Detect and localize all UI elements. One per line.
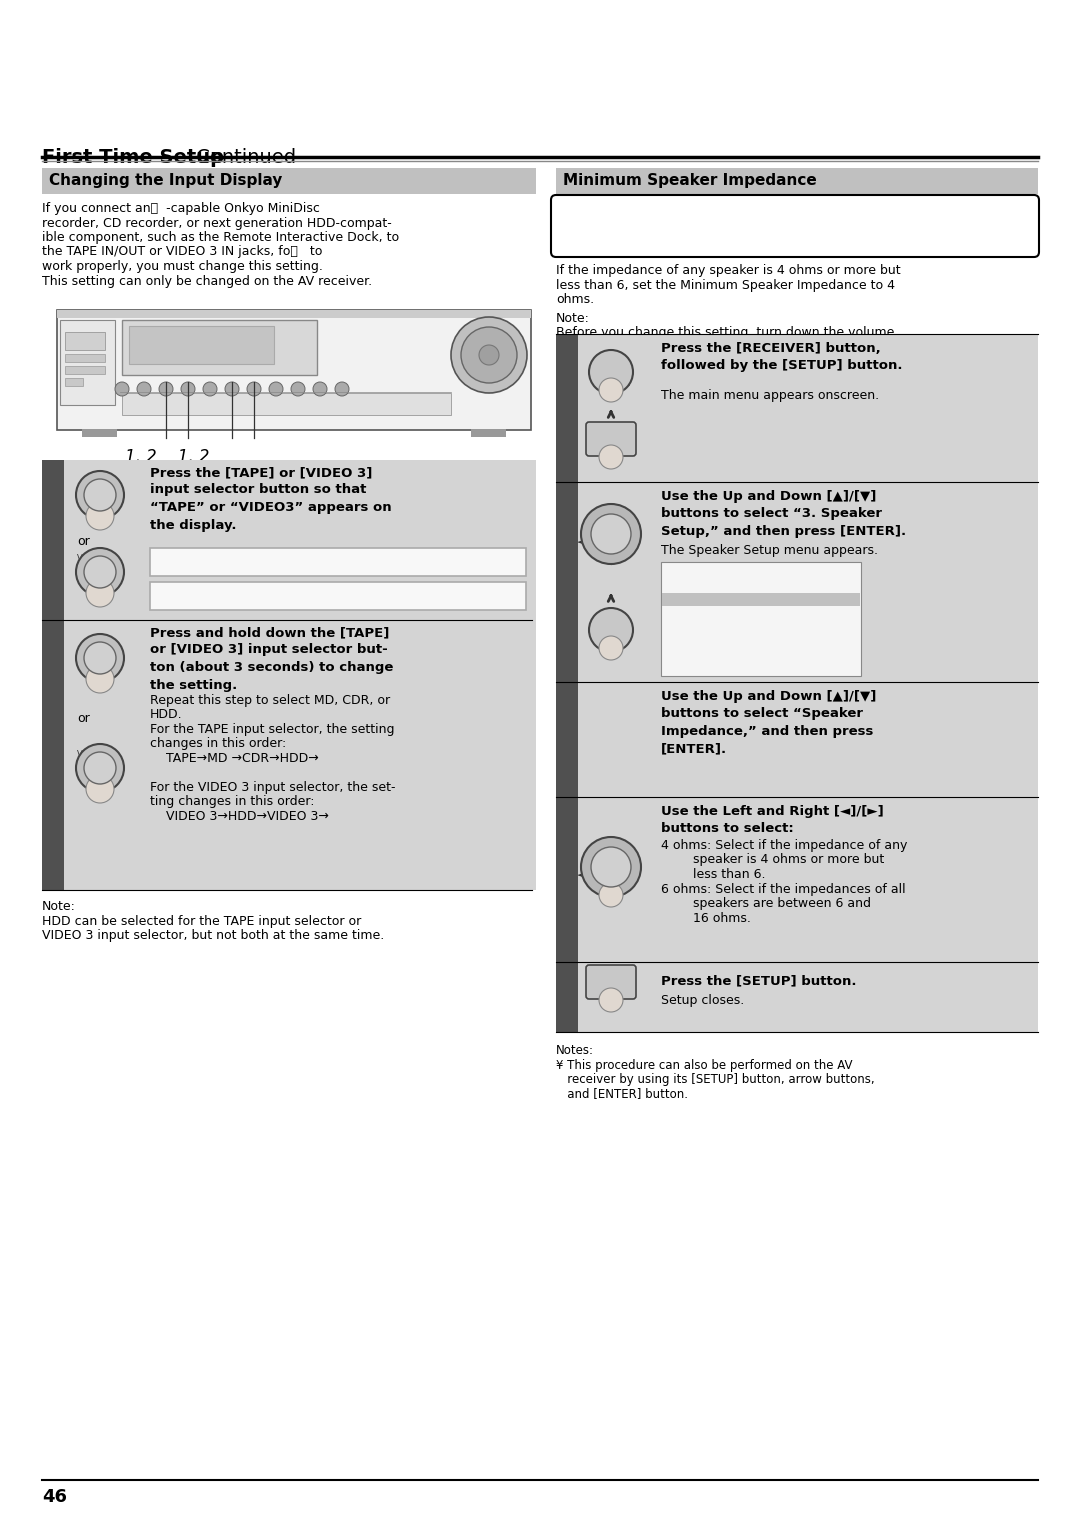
Text: Use the Up and Down [▲]/[▼]
buttons to select “Speaker
Impedance,” and then pres: Use the Up and Down [▲]/[▼] buttons to s… (661, 691, 876, 755)
Bar (65, 377, 83, 387)
Circle shape (86, 665, 114, 694)
Text: Repeat this step to select MD, CDR, or: Repeat this step to select MD, CDR, or (150, 694, 390, 707)
Circle shape (137, 382, 151, 396)
Circle shape (589, 350, 633, 394)
Circle shape (84, 642, 116, 674)
Text: ►: ► (630, 536, 638, 547)
Text: 1: 1 (561, 400, 573, 420)
Circle shape (76, 471, 124, 520)
Circle shape (225, 382, 239, 396)
Bar (556, 681, 578, 798)
Text: 46: 46 (42, 1488, 67, 1507)
Text: 2: 2 (46, 749, 59, 767)
Text: 5.THX Audio Setup: 5.THX Audio Setup (666, 646, 757, 656)
Text: TAPE: TAPE (90, 489, 111, 498)
Text: Press the [TAPE] or [VIDEO 3]
input selector button so that
“TAPE” or “VIDEO3” a: Press the [TAPE] or [VIDEO 3] input sele… (150, 466, 392, 532)
Text: work properly, you must change this setting.: work properly, you must change this sett… (42, 260, 323, 274)
Text: 6 ohms: Select if the impedances of all: 6 ohms: Select if the impedances of all (661, 883, 906, 895)
Text: VIDEO 3→HDD→VIDEO 3→: VIDEO 3→HDD→VIDEO 3→ (150, 810, 329, 824)
Text: Use the Left and Right [◄]/[►]
buttons to select:: Use the Left and Right [◄]/[►] buttons t… (661, 805, 883, 836)
Bar (471, 429, 507, 437)
Text: speaker setup again (see page 40).: speaker setup again (see page 40). (566, 223, 788, 235)
Text: the TAPE IN/OUT or VIDEO 3 IN jacks, foⓇ   to: the TAPE IN/OUT or VIDEO 3 IN jacks, foⓇ… (42, 246, 322, 258)
Text: The Speaker Setup menu appears.: The Speaker Setup menu appears. (661, 544, 878, 558)
Circle shape (86, 579, 114, 607)
Circle shape (480, 345, 499, 365)
Text: TAPE→MD →CDR→HDD→: TAPE→MD →CDR→HDD→ (150, 752, 319, 766)
Text: ohms.: ohms. (556, 293, 594, 306)
Text: Minimum Speaker Impedance: Minimum Speaker Impedance (563, 173, 816, 188)
Bar (42, 460, 536, 620)
Circle shape (84, 478, 116, 510)
Text: Press and hold down the [TAPE]
or [VIDEO 3] input selector but-
ton (about 3 sec: Press and hold down the [TAPE] or [VIDEO… (150, 626, 393, 692)
Text: 6.E uali er Setting: 6.E uali er Setting (666, 659, 754, 669)
FancyBboxPatch shape (586, 966, 636, 999)
Text: 4.Le el Calibration: 4.Le el Calibration (666, 633, 755, 643)
Circle shape (181, 382, 195, 396)
Circle shape (84, 752, 116, 784)
Text: ¥ This procedure can also be performed on the AV: ¥ This procedure can also be performed o… (556, 1059, 852, 1071)
Bar (65, 367, 105, 374)
Text: Press the [SETUP] button.: Press the [SETUP] button. (661, 973, 856, 987)
Bar (661, 562, 861, 675)
Circle shape (581, 504, 642, 564)
Circle shape (76, 744, 124, 792)
Bar (122, 319, 318, 374)
Bar (556, 681, 1038, 798)
Text: Note:: Note: (556, 312, 590, 324)
Text: TAPE: TAPE (90, 652, 111, 662)
Text: VIDEO 3 input selector, but not both at the same time.: VIDEO 3 input selector, but not both at … (42, 929, 384, 941)
Bar (556, 481, 578, 681)
Text: This setting can only be changed on the AV receiver.: This setting can only be changed on the … (42, 275, 373, 287)
Text: ▲: ▲ (607, 504, 616, 515)
Text: 3.Speaker Di tance: 3.Speaker Di tance (666, 620, 759, 630)
Circle shape (599, 377, 623, 402)
Text: 16 ohms.: 16 ohms. (661, 912, 751, 924)
Circle shape (591, 513, 631, 555)
Bar (556, 481, 1038, 681)
Text: 3: 3 (561, 732, 573, 752)
Circle shape (114, 382, 129, 396)
Text: 1: 1 (46, 533, 59, 552)
Circle shape (591, 847, 631, 886)
FancyBboxPatch shape (586, 422, 636, 455)
Text: If you change this setting, you must run the automatic: If you change this setting, you must run… (566, 208, 908, 222)
Bar (150, 582, 526, 610)
Text: ONKYO: ONKYO (63, 322, 91, 329)
Circle shape (451, 316, 527, 393)
Bar (556, 335, 1038, 481)
Circle shape (313, 382, 327, 396)
Text: Changing the Input Display: Changing the Input Display (49, 173, 282, 188)
Text: 1.Speaker Impedance: 1.Speaker Impedance (666, 594, 772, 604)
Text: less than 6.: less than 6. (661, 868, 766, 882)
Bar (556, 963, 578, 1031)
Text: less than 6, set the Minimum Speaker Impedance to 4: less than 6, set the Minimum Speaker Imp… (556, 278, 895, 292)
Text: changes in this order:: changes in this order: (150, 738, 286, 750)
Text: ◄: ◄ (577, 869, 585, 880)
Circle shape (335, 382, 349, 396)
Bar (65, 332, 105, 350)
Circle shape (599, 445, 623, 469)
Bar (42, 168, 536, 194)
Text: Notes:: Notes: (556, 1044, 594, 1057)
Text: Note:: Note: (42, 900, 76, 914)
Text: 4 ohms: Select if the impedance of any: 4 ohms: Select if the impedance of any (661, 839, 907, 853)
Circle shape (581, 837, 642, 897)
Text: or: or (77, 535, 90, 549)
Text: ◄: ◄ (577, 536, 585, 547)
Text: 5: 5 (561, 990, 573, 1008)
Bar (556, 798, 578, 963)
Text: or: or (77, 712, 90, 724)
Text: Continued: Continued (190, 148, 296, 167)
Text: For the VIDEO 3 input selector, the set-: For the VIDEO 3 input selector, the set- (150, 781, 395, 795)
Bar (662, 593, 860, 607)
Text: 2.Speaker Configuration: 2.Speaker Configuration (666, 607, 784, 617)
Text: SET UP: SET UP (594, 979, 627, 989)
Bar (556, 168, 1038, 194)
Bar (150, 549, 526, 576)
Bar (122, 393, 451, 416)
Text: SET UP: SET UP (594, 437, 627, 446)
Text: ENTER: ENTER (599, 541, 622, 545)
Text: recorder, CD recorder, or next generation HDD-compat-: recorder, CD recorder, or next generatio… (42, 217, 392, 229)
Text: Press the [RECEIVER] button,
followed by the [SETUP] button.: Press the [RECEIVER] button, followed by… (661, 342, 903, 373)
